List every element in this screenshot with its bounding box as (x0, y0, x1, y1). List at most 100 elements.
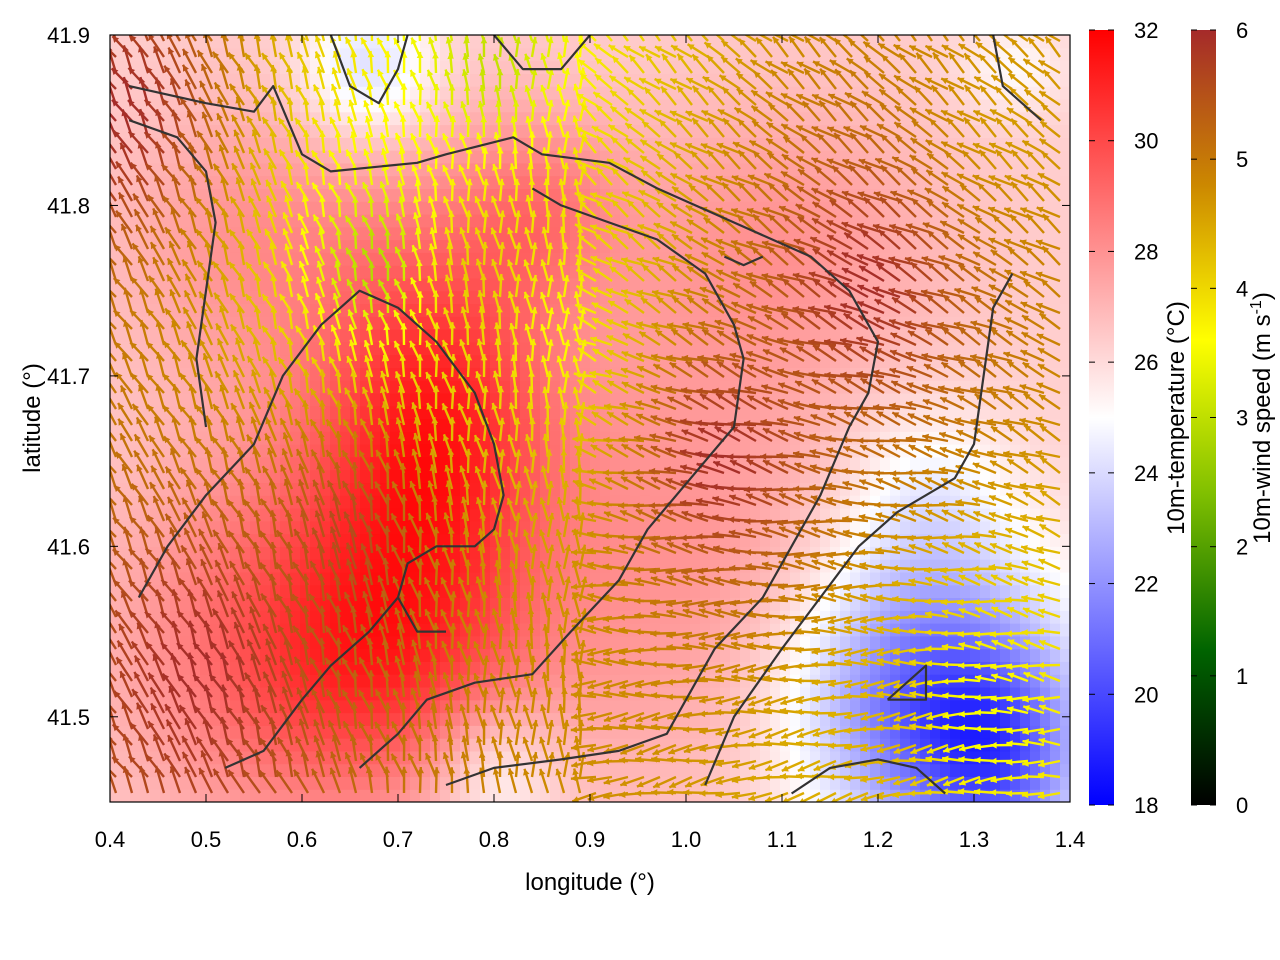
heatmap-cell (520, 175, 531, 189)
heatmap-cell (230, 252, 241, 266)
heatmap-cell (770, 635, 781, 650)
heatmap-cell (270, 533, 281, 547)
heatmap-cell (840, 213, 851, 228)
heatmap-cell (230, 789, 241, 802)
heatmap-cell (620, 418, 631, 432)
heatmap-cell (690, 571, 701, 586)
heatmap-cell (120, 213, 131, 228)
heatmap-cell (780, 201, 791, 215)
heatmap-cell (150, 201, 161, 215)
heatmap-cell (930, 392, 941, 407)
heatmap-cell (770, 341, 781, 356)
heatmap-cell (640, 456, 651, 471)
heatmap-cell (830, 265, 841, 279)
heatmap-cell (580, 86, 591, 100)
heatmap-cell (450, 175, 461, 189)
heatmap-cell (710, 405, 721, 420)
heatmap-cell (170, 290, 181, 305)
heatmap-cell (130, 571, 141, 586)
heatmap-cell (750, 571, 761, 586)
heatmap-cell (720, 367, 731, 381)
heatmap-cell (730, 252, 741, 266)
heatmap-cell (850, 60, 861, 74)
heatmap-cell (640, 354, 651, 368)
heatmap-cell (860, 124, 871, 138)
heatmap-cell (170, 239, 181, 253)
heatmap-cell (930, 341, 941, 356)
heatmap-cell (310, 763, 321, 778)
heatmap-cell (220, 776, 231, 790)
heatmap-cell (450, 738, 461, 752)
heatmap-cell (550, 469, 561, 484)
heatmap-cell (900, 392, 911, 407)
heatmap-cell (610, 661, 621, 675)
heatmap-cell (520, 597, 531, 611)
heatmap-cell (620, 98, 631, 113)
heatmap-cell (710, 354, 721, 368)
heatmap-cell (720, 175, 731, 189)
heatmap-cell (810, 686, 821, 701)
heatmap-cell (810, 354, 821, 368)
heatmap-cell (390, 763, 401, 778)
heatmap-cell (880, 584, 891, 599)
heatmap-cell (540, 725, 551, 739)
heatmap-cell (150, 35, 161, 49)
heatmap-cell (310, 60, 321, 74)
heatmap-cell (400, 380, 411, 394)
heatmap-cell (870, 533, 881, 547)
heatmap-cell (420, 648, 431, 662)
heatmap-cell (670, 686, 681, 701)
heatmap-cell (700, 533, 711, 547)
heatmap-cell (910, 252, 921, 266)
heatmap-cell (300, 763, 311, 778)
heatmap-cell (200, 188, 211, 202)
heatmap-cell (740, 201, 751, 215)
heatmap-cell (160, 392, 171, 407)
heatmap-cell (770, 290, 781, 305)
heatmap-cell (930, 111, 941, 126)
heatmap-cell (250, 252, 261, 266)
heatmap-cell (640, 559, 651, 573)
heatmap-cell (350, 86, 361, 100)
heatmap-cell (120, 290, 131, 305)
heatmap-cell (680, 162, 691, 177)
heatmap-cell (380, 546, 391, 560)
heatmap-cell (140, 738, 151, 752)
heatmap-cell (800, 546, 811, 560)
heatmap-cell (930, 559, 941, 573)
heatmap-cell (890, 444, 901, 458)
heatmap-cell (310, 776, 321, 790)
heatmap-cell (850, 789, 861, 802)
heatmap-cell (330, 380, 341, 394)
heatmap-cell (710, 188, 721, 202)
heatmap-cell (570, 137, 581, 151)
heatmap-cell (850, 469, 861, 484)
heatmap-cell (520, 341, 531, 356)
heatmap-cell (300, 584, 311, 599)
heatmap-cell (180, 380, 191, 394)
heatmap-cell (320, 175, 331, 189)
heatmap-cell (190, 329, 201, 343)
heatmap-cell (120, 175, 131, 189)
heatmap-cell (470, 725, 481, 739)
heatmap-cell (330, 597, 341, 611)
heatmap-cell (590, 137, 601, 151)
heatmap-cell (430, 201, 441, 215)
heatmap-cell (870, 776, 881, 790)
heatmap-cell (160, 329, 171, 343)
heatmap-cell (900, 559, 911, 573)
heatmap-cell (660, 213, 671, 228)
heatmap-cell (480, 162, 491, 177)
heatmap-cell (930, 610, 941, 624)
heatmap-cell (680, 213, 691, 228)
heatmap-cell (190, 648, 201, 662)
heatmap-cell (580, 431, 591, 445)
heatmap-cell (470, 150, 481, 164)
heatmap-cell (770, 392, 781, 407)
heatmap-cell (930, 789, 941, 802)
heatmap-cell (780, 431, 791, 445)
heatmap-cell (260, 469, 271, 484)
heatmap-cell (550, 98, 561, 113)
heatmap-cell (770, 277, 781, 292)
heatmap-cell (290, 316, 301, 330)
